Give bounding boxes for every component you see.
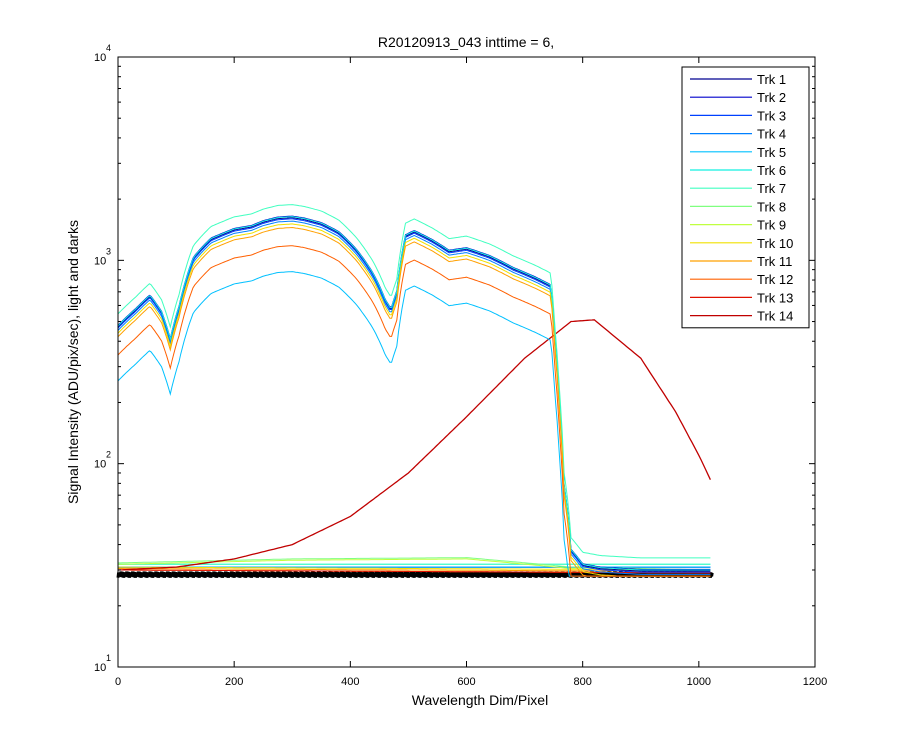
x-tick-label: 1200	[803, 676, 827, 688]
legend-label: Trk 4	[757, 127, 786, 142]
legend-label: Trk 8	[757, 199, 786, 214]
legend-label: Trk 2	[757, 90, 786, 105]
series-spectrum-3	[117, 218, 711, 573]
legend-label: Trk 9	[757, 218, 786, 233]
series-line-11	[118, 568, 711, 572]
y-tick-label: 10	[94, 459, 106, 471]
legend-label: Trk 1	[757, 72, 786, 87]
x-tick-label: 0	[115, 676, 121, 688]
legend: Trk 1 Trk 2 Trk 3 Trk 4 Trk 5 Trk 6 Trk 7 Trk 8…	[681, 66, 810, 329]
x-tick-label: 600	[457, 676, 475, 688]
series-spectrum-7	[117, 204, 711, 559]
chart-title: R20120913_043 inttime = 6,	[378, 34, 554, 50]
legend-label: Trk 7	[757, 181, 786, 196]
y-tick-exponent: 2	[106, 450, 111, 460]
y-tick-label: 10	[94, 662, 106, 674]
legend-label: Trk 14	[757, 309, 793, 324]
legend-label: Trk 11	[757, 254, 792, 269]
legend-label: Trk 6	[757, 163, 786, 178]
legend-label: Trk 5	[757, 145, 786, 160]
x-axis-label: Wavelength Dim/Pixel	[412, 692, 548, 708]
series-spectrum-1	[117, 217, 711, 572]
series-layer	[116, 204, 714, 578]
legend-label: Trk 12	[757, 272, 793, 287]
series-line-14	[117, 319, 711, 571]
series-spectrum-10	[117, 223, 711, 577]
x-tick-label: 800	[573, 676, 591, 688]
legend-label: Trk 13	[757, 290, 793, 305]
y-tick-exponent: 3	[106, 246, 111, 256]
legend-label: Trk 10	[757, 236, 793, 251]
y-axis-label: Signal Intensity (ADU/pix/sec), light an…	[65, 220, 81, 504]
series-spectrum-4	[117, 220, 711, 575]
y-tick-label: 10	[94, 52, 106, 64]
x-tick-label: 400	[341, 676, 359, 688]
legend-label: Trk 3	[757, 108, 786, 123]
x-tick-label: 1000	[687, 676, 711, 688]
x-tick-label: 200	[225, 676, 243, 688]
series-spectrum-6	[117, 216, 711, 571]
dark-frames-line	[116, 571, 714, 578]
series-spectrum-12	[117, 245, 711, 577]
legend-box	[681, 66, 810, 329]
y-tick-exponent: 1	[106, 653, 111, 663]
y-tick-exponent: 4	[106, 43, 111, 53]
y-tick-label: 10	[94, 255, 106, 267]
